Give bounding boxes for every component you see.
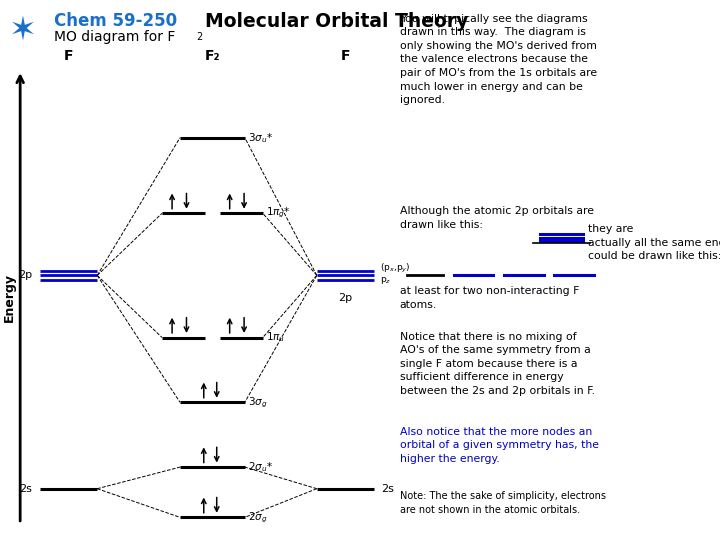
Text: 2s: 2s [19, 484, 32, 494]
Text: p$_z$: p$_z$ [380, 275, 392, 286]
Text: they are
actually all the same energy and
could be drawn like this:: they are actually all the same energy an… [588, 224, 720, 261]
Text: 2$\sigma_u$*: 2$\sigma_u$* [248, 460, 274, 474]
Text: 2p: 2p [338, 293, 353, 303]
Text: Although the atomic 2p orbitals are
drawn like this:: Although the atomic 2p orbitals are draw… [400, 206, 593, 230]
Text: 1$\pi_u$: 1$\pi_u$ [266, 330, 286, 345]
Text: Notice that there is no mixing of
AO's of the same symmetry from a
single F atom: Notice that there is no mixing of AO's o… [400, 332, 595, 396]
Text: Also notice that the more nodes an
orbital of a given symmetry has, the
higher t: Also notice that the more nodes an orbit… [400, 427, 598, 464]
Text: 2p: 2p [18, 271, 32, 280]
Text: MO diagram for F: MO diagram for F [54, 30, 176, 44]
Text: F: F [341, 49, 351, 63]
Text: at least for two non-interacting F
atoms.: at least for two non-interacting F atoms… [400, 286, 579, 310]
Text: Note: The the sake of simplicity, electrons
are not shown in the atomic orbitals: Note: The the sake of simplicity, electr… [400, 491, 606, 515]
Text: F₂: F₂ [204, 49, 220, 63]
Text: (p$_x$,p$_y$): (p$_x$,p$_y$) [380, 262, 411, 275]
Text: F: F [63, 49, 73, 63]
Text: You will typically see the diagrams
drawn in this way.  The diagram is
only show: You will typically see the diagrams draw… [400, 14, 597, 105]
Text: Energy: Energy [3, 273, 16, 321]
Text: ✶: ✶ [9, 14, 37, 46]
Text: 2$\sigma_g$: 2$\sigma_g$ [248, 510, 268, 524]
Text: 3$\sigma_g$: 3$\sigma_g$ [248, 395, 268, 409]
Text: 2: 2 [196, 32, 202, 43]
Text: 3$\sigma_u$*: 3$\sigma_u$* [248, 131, 274, 145]
Text: 1$\pi_g$*: 1$\pi_g$* [266, 206, 291, 220]
Text: 2s: 2s [382, 484, 395, 494]
Text: Chem 59-250: Chem 59-250 [54, 12, 177, 30]
Text: Molecular Orbital Theory: Molecular Orbital Theory [205, 12, 469, 31]
